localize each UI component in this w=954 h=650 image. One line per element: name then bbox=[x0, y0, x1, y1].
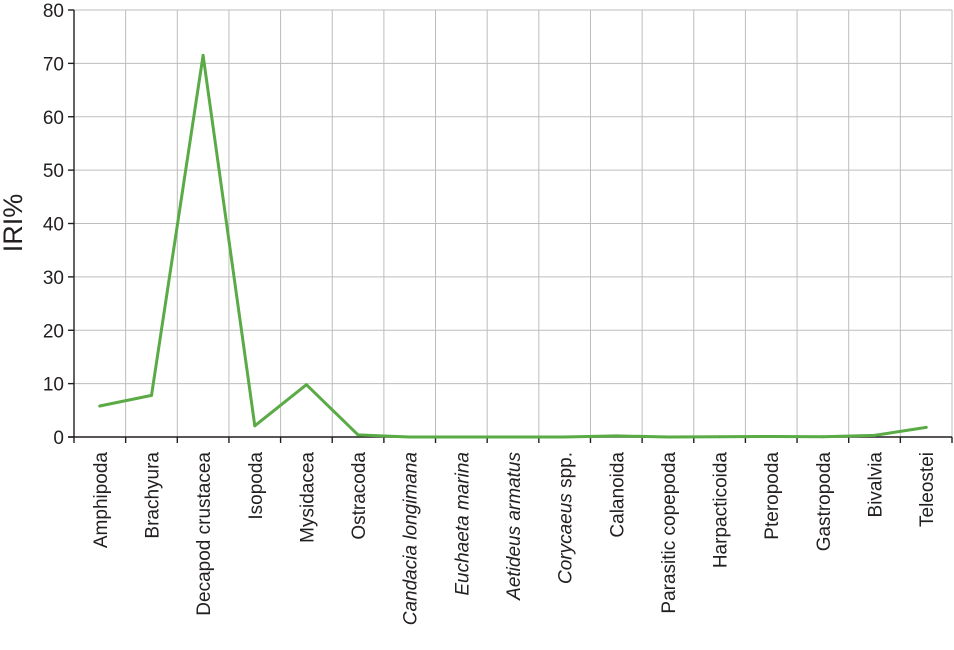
x-tick-label: Aetideus armatus bbox=[504, 452, 525, 601]
x-tick-label: Amphipoda bbox=[91, 452, 112, 549]
data-point bbox=[511, 435, 515, 439]
x-tick-label: Gastropoda bbox=[814, 452, 835, 552]
x-tick-label: Euchaeta marina bbox=[452, 452, 473, 596]
x-tick-label: Pteropoda bbox=[762, 452, 783, 540]
x-tick-label: Candacia longimana bbox=[401, 452, 422, 625]
data-point bbox=[821, 435, 825, 439]
data-point bbox=[769, 434, 773, 438]
x-tick-label: Bivalvia bbox=[866, 452, 887, 518]
y-tick-label: 60 bbox=[43, 108, 64, 129]
x-tick-labels: Amphipoda Brachyura Decapod crustacea Isopo… bbox=[91, 452, 938, 626]
data-point bbox=[98, 404, 102, 408]
x-tick-label: Harpacticoida bbox=[711, 452, 732, 569]
y-tick-label: 40 bbox=[43, 215, 64, 236]
data-point bbox=[666, 435, 670, 439]
y-tick-label: 70 bbox=[43, 54, 64, 75]
data-point bbox=[253, 424, 257, 428]
data-point bbox=[924, 425, 928, 429]
data-point bbox=[304, 383, 308, 387]
data-point bbox=[459, 435, 463, 439]
y-tick-label: 80 bbox=[43, 1, 64, 22]
y-tick-labels: 0 10 20 30 40 50 60 70 80 bbox=[43, 1, 64, 449]
data-point bbox=[614, 434, 618, 438]
y-axis-label: IRI% bbox=[0, 194, 28, 253]
data-point bbox=[408, 435, 412, 439]
x-tick-label: Calanoida bbox=[607, 452, 628, 538]
data-point bbox=[356, 433, 360, 437]
x-tick-label: Teleostei bbox=[917, 452, 938, 527]
data-point bbox=[201, 53, 205, 57]
x-tick-label: Mysidacea bbox=[297, 452, 318, 543]
data-point bbox=[718, 435, 722, 439]
x-tick-label: Parasitic copepoda bbox=[659, 452, 680, 614]
data-point bbox=[873, 433, 877, 437]
y-tick-label: 10 bbox=[43, 375, 64, 396]
x-tick-label: Ostracoda bbox=[349, 452, 370, 540]
series-line bbox=[98, 53, 928, 439]
y-tick-label: 30 bbox=[43, 268, 64, 289]
y-tick-label: 20 bbox=[43, 321, 64, 342]
data-point bbox=[563, 435, 567, 439]
x-tick-label: Brachyura bbox=[142, 452, 163, 539]
x-tick-label: Isopoda bbox=[246, 452, 267, 520]
grid-lines bbox=[74, 9, 953, 437]
x-tick-label: Corycaeus spp. bbox=[556, 452, 577, 584]
x-tick-label: Decapod crustacea bbox=[194, 452, 215, 616]
data-point bbox=[149, 393, 153, 397]
y-tick-label: 0 bbox=[53, 428, 64, 449]
y-tick-label: 50 bbox=[43, 161, 64, 182]
series-layer bbox=[98, 53, 928, 439]
